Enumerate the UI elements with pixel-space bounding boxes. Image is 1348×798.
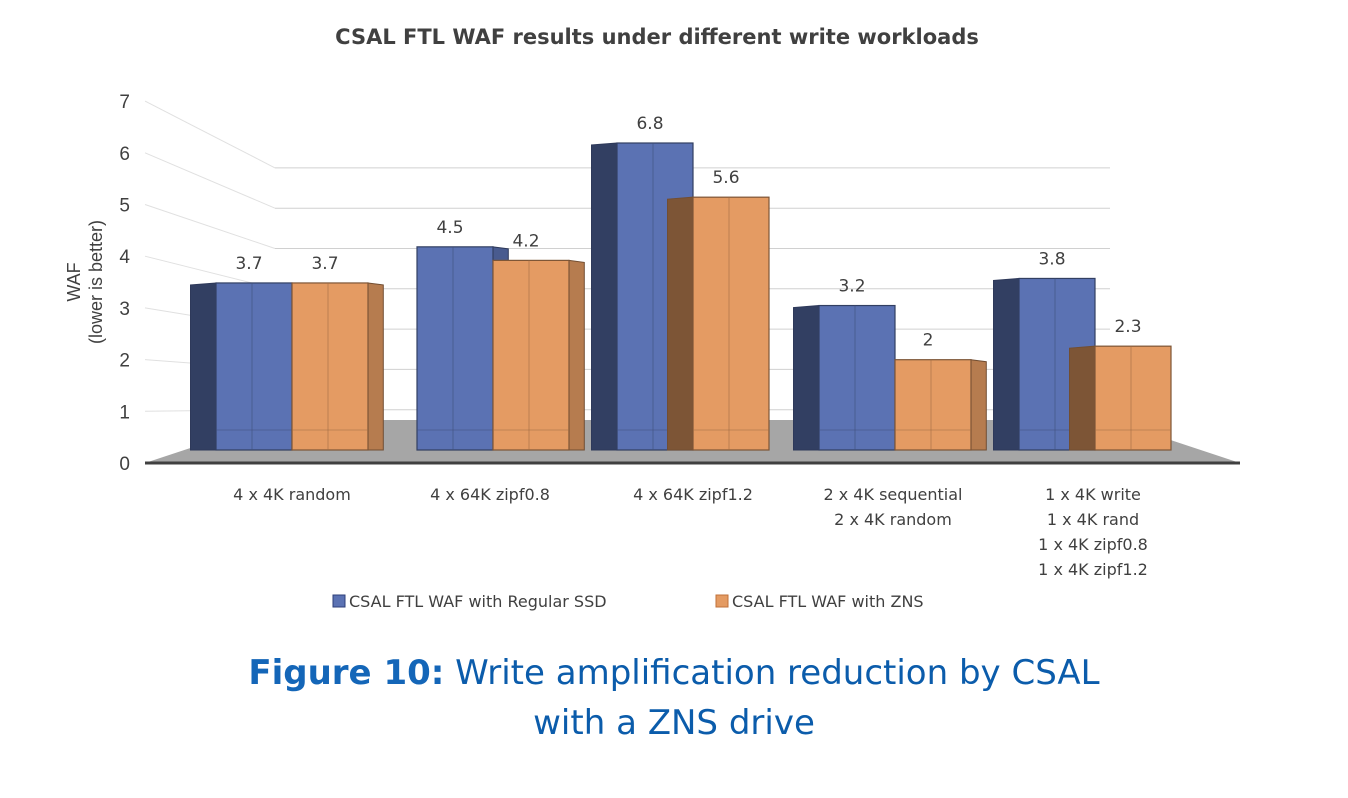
bar-front-face	[291, 282, 369, 451]
category-label: 4 x 64K zipf1.2	[633, 485, 753, 504]
figure-caption-line-2: with a ZNS drive	[0, 700, 1348, 746]
bar-side-face	[367, 282, 384, 451]
bar-1-3	[894, 359, 987, 451]
bar-side-face	[970, 359, 987, 451]
bar-side-face	[1069, 345, 1096, 451]
data-label: 2	[923, 331, 934, 351]
data-label: 3.8	[1038, 249, 1065, 269]
y-axis-label-line-2: (lower is better)	[86, 220, 106, 344]
bar-side-face	[993, 277, 1020, 451]
bar-0-3	[793, 304, 896, 451]
bar-side-face	[190, 282, 217, 451]
y-tick-label: 6	[119, 144, 130, 165]
y-tick-label: 7	[119, 92, 130, 113]
y-tick-label: 5	[119, 196, 130, 217]
category-label: 1 x 4K rand	[1047, 510, 1139, 529]
y-axis-label: WAF (lower is better)	[64, 220, 106, 344]
legend-swatch-zns	[715, 594, 729, 608]
category-label: 2 x 4K random	[834, 510, 952, 529]
caption-figure-number: Figure 10:	[248, 653, 445, 693]
caption-line-2: with a ZNS drive	[533, 703, 815, 743]
gridline-perspective	[144, 152, 276, 209]
bar-front-face	[894, 359, 972, 451]
data-label: 3.7	[235, 254, 262, 274]
figure-caption: Figure 10: Write amplification reduction…	[0, 650, 1348, 696]
bar-front-face	[692, 196, 770, 451]
y-tick-label: 2	[119, 351, 130, 372]
y-tick-label: 0	[119, 454, 130, 475]
data-label: 5.6	[712, 168, 739, 188]
bar-side-face	[591, 142, 618, 451]
bar-front-face	[492, 259, 570, 451]
bar-chart: 0 1 2 3 4 5 6 7 3.7 4.5 6.8 3.2 3.8 3.7 4.2 5.6 2 2.3 4 …	[64, 25, 1240, 611]
legend-swatch-regular-ssd	[332, 594, 346, 608]
y-axis-label-line-1: WAF	[64, 262, 84, 301]
y-axis-ticks: 0 1 2 3 4 5 6 7	[119, 92, 130, 475]
category-label: 1 x 4K zipf0.8	[1038, 535, 1148, 554]
data-label: 2.3	[1114, 317, 1141, 337]
bar-front-face	[818, 304, 896, 451]
legend-label-zns: CSAL FTL WAF with ZNS	[732, 592, 924, 611]
bar-front-face	[1094, 345, 1172, 451]
y-tick-label: 4	[119, 247, 130, 268]
data-label: 6.8	[636, 114, 663, 134]
legend: CSAL FTL WAF with Regular SSD CSAL FTL W…	[332, 592, 924, 611]
bar-side-face	[667, 196, 694, 451]
data-label: 4.5	[436, 218, 463, 238]
data-label: 4.2	[512, 231, 539, 251]
category-label: 2 x 4K sequential	[823, 485, 962, 504]
category-labels: 4 x 4K random 4 x 64K zipf0.8 4 x 64K zipf…	[233, 485, 1148, 579]
bar-0-0	[190, 282, 293, 451]
caption-line-1: Write amplification reduction by CSAL	[444, 653, 1100, 693]
category-label: 1 x 4K zipf1.2	[1038, 560, 1148, 579]
y-tick-label: 1	[119, 402, 130, 423]
bar-side-face	[568, 259, 585, 451]
y-tick-label: 3	[119, 299, 130, 320]
legend-label-regular-ssd: CSAL FTL WAF with Regular SSD	[349, 592, 607, 611]
chart-title: CSAL FTL WAF results under different wri…	[335, 25, 979, 49]
data-labels: 3.7 4.5 6.8 3.2 3.8 3.7 4.2 5.6 2 2.3	[235, 114, 1141, 351]
gridline-perspective	[144, 100, 276, 169]
data-label: 3.7	[311, 254, 338, 274]
bar-1-2	[667, 196, 770, 451]
bar-front-face	[416, 246, 494, 451]
bar-front-face	[215, 282, 293, 451]
gridline-perspective	[144, 204, 276, 249]
bars	[190, 142, 1172, 451]
data-label: 3.2	[838, 277, 865, 297]
category-label: 4 x 64K zipf0.8	[430, 485, 550, 504]
bar-1-1	[492, 259, 585, 451]
category-label: 4 x 4K random	[233, 485, 351, 504]
bar-side-face	[793, 304, 820, 451]
bar-1-0	[291, 282, 384, 451]
category-label: 1 x 4K write	[1045, 485, 1141, 504]
bar-1-4	[1069, 345, 1172, 451]
